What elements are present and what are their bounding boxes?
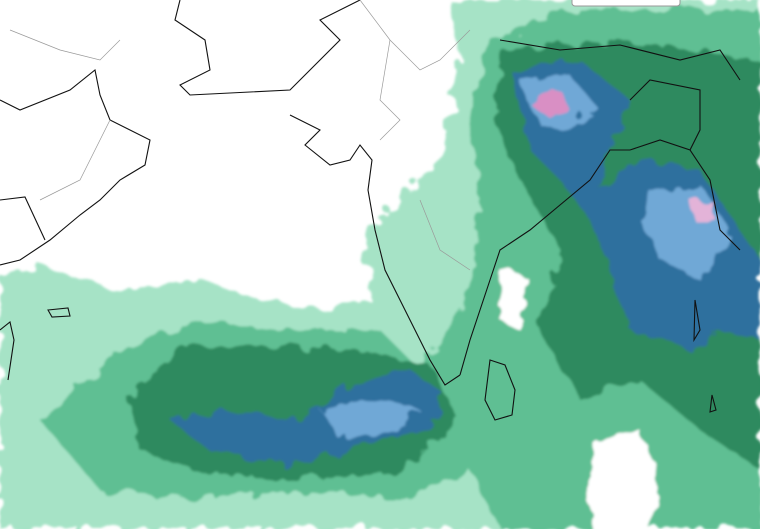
coastline — [0, 321, 15, 381]
border — [9, 29, 121, 61]
legend-box — [571, 0, 681, 7]
border — [629, 79, 701, 151]
island — [47, 307, 71, 318]
border — [379, 39, 401, 141]
coastline — [459, 149, 630, 376]
rain-very-heavy — [170, 370, 445, 465]
dry-area — [500, 270, 525, 330]
rain-extreme — [320, 400, 420, 440]
border — [499, 39, 741, 81]
rain-peak — [535, 90, 568, 118]
border — [174, 0, 361, 96]
coastline — [0, 69, 151, 266]
rain-peak — [690, 200, 715, 224]
internal-borders — [9, 0, 471, 271]
coastline — [0, 196, 46, 241]
coastline — [629, 139, 741, 251]
border — [419, 199, 471, 271]
coastline — [289, 114, 461, 386]
dry-area — [590, 430, 660, 529]
island — [709, 394, 717, 413]
border — [39, 119, 111, 201]
border — [359, 0, 471, 71]
island — [693, 299, 701, 343]
coastlines — [0, 0, 741, 421]
coastline — [484, 359, 516, 421]
